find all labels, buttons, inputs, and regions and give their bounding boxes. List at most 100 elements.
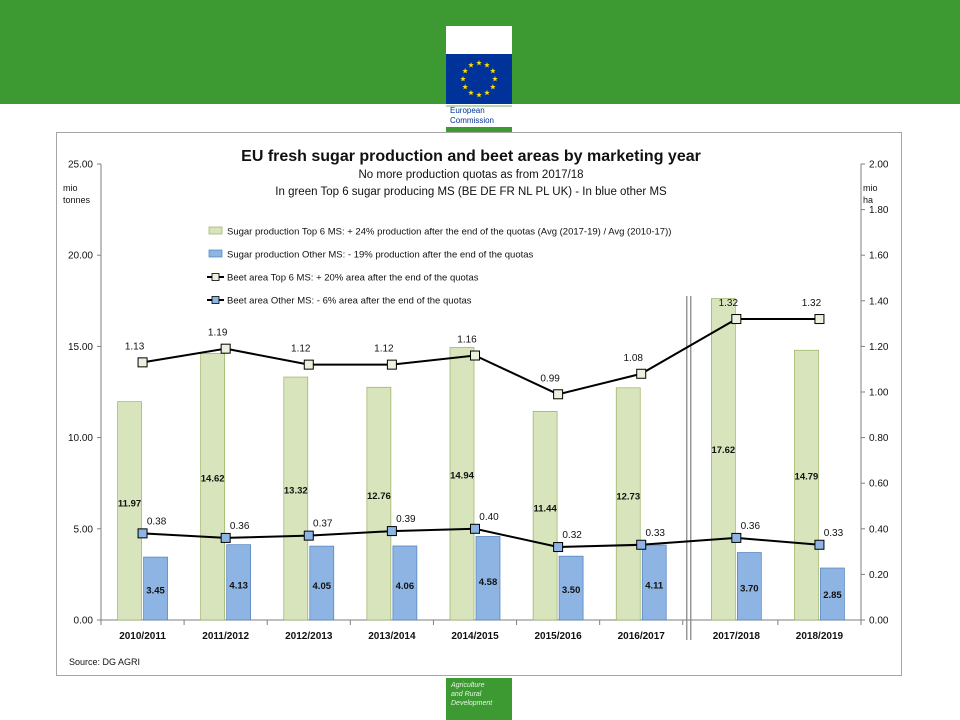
right-tick-label: 1.20 bbox=[869, 342, 889, 353]
eu-star-icon bbox=[484, 62, 490, 68]
line-top6-label: 1.16 bbox=[457, 335, 477, 346]
point-top6-beet-area bbox=[731, 314, 742, 325]
line-other-label: 0.32 bbox=[562, 530, 582, 541]
x-tick-label: 2012/2013 bbox=[285, 631, 333, 642]
eu-star-icon bbox=[490, 84, 496, 90]
legend-swatch bbox=[208, 226, 223, 235]
chart-title: EU fresh sugar production and beet areas… bbox=[241, 148, 701, 165]
bar-top6-label: 12.73 bbox=[616, 491, 640, 502]
point-top6-beet-area bbox=[553, 389, 564, 400]
eu-star-icon bbox=[462, 68, 468, 74]
european-commission-logo: European Commission bbox=[415, 26, 512, 132]
point-other-beet-area bbox=[220, 532, 231, 543]
lines-group bbox=[137, 314, 825, 553]
point-other-beet-area bbox=[553, 542, 564, 553]
bar-other-production bbox=[820, 567, 845, 621]
legend-entry-label: Beet area Other MS: - 6% area after the … bbox=[227, 296, 472, 307]
right-tick-label: 1.40 bbox=[869, 296, 889, 307]
eu-star-icon bbox=[492, 76, 498, 82]
point-top6-beet-area bbox=[470, 350, 480, 361]
right-axis-unit-2: ha bbox=[863, 195, 873, 205]
bar-other-label: 4.13 bbox=[229, 580, 248, 591]
legend-entry-label: Sugar production Top 6 MS: + 24% product… bbox=[227, 227, 671, 238]
x-tick-label: 2015/2016 bbox=[534, 631, 582, 642]
bar-top6-label: 14.62 bbox=[201, 473, 225, 484]
line-other-label: 0.39 bbox=[396, 514, 416, 525]
right-tick-label: 2.00 bbox=[869, 160, 889, 171]
x-tick-label: 2010/2011 bbox=[119, 631, 166, 642]
bar-top6-production bbox=[283, 376, 309, 621]
eu-star-icon bbox=[484, 89, 490, 96]
bars-group bbox=[117, 298, 845, 621]
chart-svg: EU fresh sugar production and beet areas… bbox=[63, 148, 889, 667]
x-tick-label: 2013/2014 bbox=[368, 631, 416, 642]
legend-swatch bbox=[208, 249, 223, 258]
right-tick-label: 1.80 bbox=[869, 205, 889, 216]
bar-other-label: 4.58 bbox=[479, 577, 498, 588]
bar-top6-label: 17.62 bbox=[711, 445, 735, 456]
bar-other-production bbox=[226, 544, 252, 621]
right-tick-label: 1.60 bbox=[869, 251, 889, 262]
chart-panel: EU fresh sugar production and beet areas… bbox=[56, 132, 902, 676]
bar-top6-label: 12.76 bbox=[367, 491, 391, 502]
eu-star-icon bbox=[468, 62, 474, 68]
bar-top6-label: 14.79 bbox=[795, 472, 819, 483]
point-top6-beet-area bbox=[303, 359, 314, 370]
point-top6-beet-area bbox=[220, 343, 231, 354]
line-other-label: 0.37 bbox=[313, 519, 333, 530]
left-axis-unit-1: mio bbox=[63, 183, 78, 193]
bar-other-production bbox=[475, 536, 501, 621]
bar-other-production bbox=[736, 552, 762, 621]
chart-subtitle-2: In green Top 6 sugar producing MS (BE DE… bbox=[275, 186, 667, 198]
eu-star-icon bbox=[460, 76, 466, 82]
line-top6-label: 1.12 bbox=[374, 344, 394, 355]
left-tick-label: 20.00 bbox=[68, 251, 93, 262]
right-tick-label: 0.00 bbox=[869, 616, 889, 627]
bar-top6-label: 14.94 bbox=[450, 470, 474, 481]
point-top6-beet-area bbox=[636, 368, 647, 379]
bar-other-production bbox=[558, 555, 584, 621]
left-tick-label: 0.00 bbox=[74, 616, 94, 627]
bar-top6-production bbox=[532, 410, 558, 621]
bar-top6-production bbox=[710, 298, 736, 621]
bar-top6-label: 11.44 bbox=[533, 503, 557, 514]
footer-line-2: and Rural bbox=[451, 691, 482, 698]
footer-line-1: Agriculture bbox=[451, 682, 485, 689]
line-other-label: 0.36 bbox=[230, 521, 250, 532]
bar-other-production bbox=[309, 545, 335, 621]
chart-subtitle-1: No more production quotas as from 2017/1… bbox=[358, 169, 583, 181]
point-top6-beet-area bbox=[386, 359, 397, 370]
point-other-beet-area bbox=[814, 539, 825, 550]
legend-entry-label: Beet area Top 6 MS: + 20% area after the… bbox=[227, 273, 479, 284]
bar-top6-label: 11.97 bbox=[118, 498, 141, 509]
line-other-label: 0.36 bbox=[741, 521, 761, 532]
line-top6-label: 1.13 bbox=[125, 341, 145, 352]
right-axis-unit-1: mio bbox=[863, 183, 878, 193]
left-tick-label: 5.00 bbox=[74, 524, 94, 535]
bar-other-label: 3.45 bbox=[146, 586, 165, 597]
point-top6-beet-area bbox=[814, 314, 825, 325]
bar-top6-production bbox=[117, 401, 142, 621]
left-tick-label: 10.00 bbox=[68, 433, 93, 444]
bar-top6-production bbox=[794, 349, 819, 621]
bar-other-production bbox=[641, 544, 667, 621]
legend-marker-swatch bbox=[211, 296, 220, 304]
legend: Sugar production Top 6 MS: + 24% product… bbox=[207, 227, 671, 307]
left-axis-unit-2: tonnes bbox=[63, 195, 91, 205]
line-top6-label: 1.32 bbox=[719, 298, 739, 309]
point-other-beet-area bbox=[386, 526, 397, 537]
legend-marker-swatch bbox=[211, 273, 220, 281]
bar-other-production bbox=[392, 545, 418, 621]
line-top6-label: 1.08 bbox=[623, 353, 643, 364]
eu-star-icon bbox=[490, 68, 496, 74]
line-other-label: 0.40 bbox=[479, 512, 499, 523]
logo-line1: European bbox=[450, 106, 485, 115]
bar-top6-production bbox=[615, 387, 641, 621]
x-tick-label: 2014/2015 bbox=[451, 631, 499, 642]
line-top6-label: 1.12 bbox=[291, 344, 311, 355]
point-other-beet-area bbox=[137, 528, 148, 539]
bar-other-label: 4.11 bbox=[645, 581, 664, 592]
footer-line-3: Development bbox=[451, 700, 493, 707]
eu-star-icon bbox=[468, 89, 474, 96]
point-other-beet-area bbox=[731, 532, 742, 543]
